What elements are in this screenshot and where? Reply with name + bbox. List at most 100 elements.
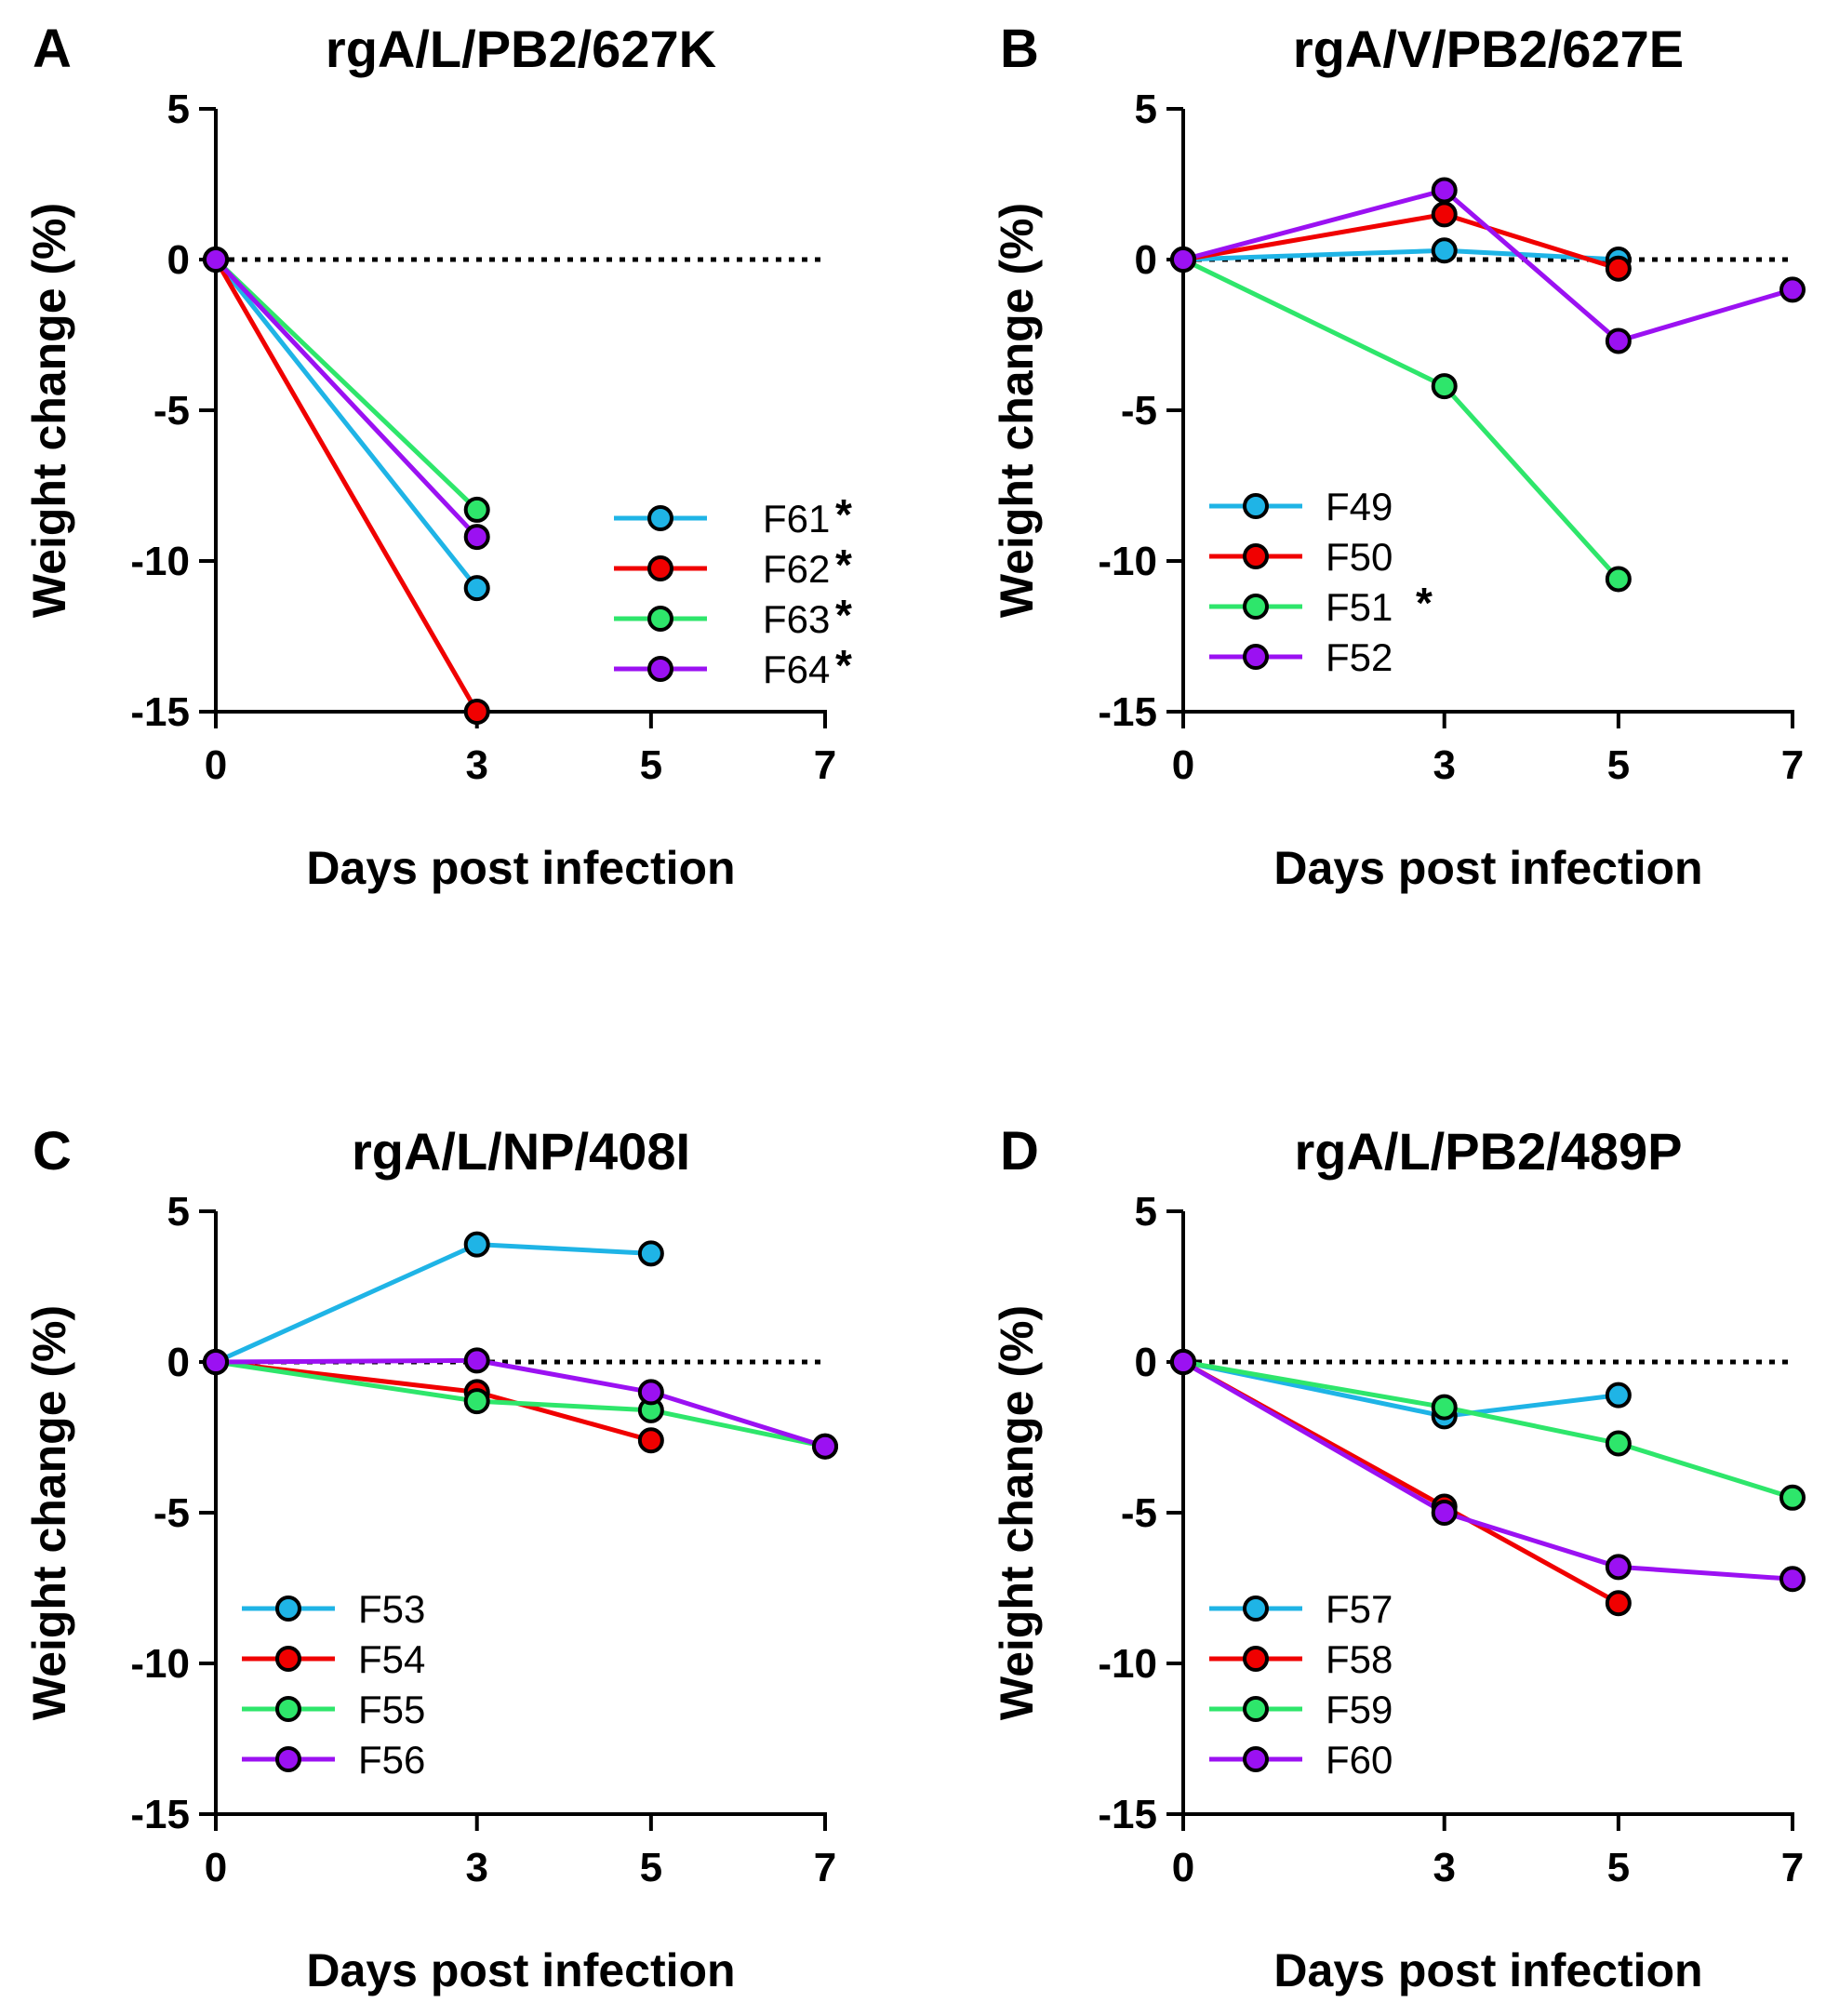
- series-line-f62: [213, 258, 479, 714]
- y-tick-label: 0: [167, 1340, 190, 1385]
- x-tick-label: 0: [1172, 742, 1194, 788]
- legend-swatch-marker: [1243, 644, 1269, 670]
- legend-swatch-marker: [1243, 594, 1269, 620]
- y-tick-label: 5: [1135, 87, 1157, 132]
- series-line-f55: [215, 1359, 826, 1449]
- data-point-f64: [463, 524, 490, 551]
- x-tick-label: 3: [465, 742, 487, 788]
- series-line-f61: [214, 258, 479, 590]
- legend-label: F52: [1326, 635, 1393, 679]
- series-line-f51: [1181, 257, 1620, 581]
- legend-swatch-marker: [1243, 1696, 1269, 1722]
- chart-title: rgA/L/NP/408I: [352, 1122, 690, 1181]
- panel-letter: A: [33, 19, 72, 79]
- y-tick-label: -10: [1098, 1641, 1157, 1687]
- x-tick-label: 7: [814, 1845, 836, 1890]
- legend-label: F61: [763, 497, 830, 541]
- data-point-f53: [637, 1240, 664, 1267]
- chart-title: rgA/V/PB2/627E: [1293, 20, 1684, 78]
- series-line-f53: [214, 1242, 651, 1365]
- legend-swatch-marker: [275, 1646, 301, 1672]
- data-point-f61: [463, 575, 490, 602]
- data-point-f52: [1605, 327, 1632, 354]
- legend-significance-star: *: [835, 641, 852, 689]
- legend-swatch-marker: [1243, 1746, 1269, 1772]
- legend: F57 F58 F59 F60: [1209, 1587, 1393, 1782]
- series-line-f59: [1182, 1359, 1793, 1501]
- legend: F53 F54 F55 F56: [242, 1587, 425, 1782]
- legend-swatch-marker: [275, 1746, 301, 1772]
- legend-label: F50: [1326, 535, 1393, 579]
- legend-swatch-marker: [1243, 1595, 1269, 1622]
- legend-label: F63: [763, 597, 830, 641]
- y-tick-label: 5: [167, 1189, 190, 1235]
- x-tick-label: 0: [205, 742, 227, 788]
- y-tick-label: 0: [167, 237, 190, 283]
- data-point-f62: [463, 699, 490, 725]
- data-point-f59: [1431, 1394, 1458, 1421]
- y-tick-label: 5: [167, 87, 190, 132]
- panel-letter: D: [1000, 1121, 1039, 1182]
- y-tick-label: -15: [130, 689, 190, 735]
- x-tick-label: 5: [640, 1845, 662, 1890]
- data-point-f60: [1170, 1349, 1196, 1375]
- chart-title: rgA/L/PB2/489P: [1294, 1122, 1682, 1181]
- y-axis-label: Weight change (%): [991, 1305, 1043, 1720]
- legend-label: F49: [1326, 485, 1393, 528]
- legend-significance-star: *: [835, 541, 852, 589]
- legend-significance-star: *: [835, 490, 852, 539]
- y-axis-label: Weight change (%): [991, 203, 1043, 618]
- legend-label: F60: [1326, 1738, 1393, 1782]
- y-tick-label: 0: [1135, 237, 1157, 283]
- legend-significance-star: *: [835, 591, 852, 639]
- legend-label: F53: [358, 1587, 425, 1631]
- x-tick-label: 0: [205, 1845, 227, 1890]
- x-tick-label: 3: [465, 1845, 487, 1890]
- data-point-f60: [1779, 1566, 1806, 1593]
- data-point-f57: [1605, 1382, 1632, 1409]
- legend-label: F59: [1326, 1688, 1393, 1731]
- data-point-f64: [203, 247, 229, 273]
- series-line-f52: [1182, 187, 1793, 343]
- y-tick-label: 0: [1135, 1340, 1157, 1385]
- data-point-f63: [463, 496, 490, 523]
- x-axis-label: Days post infection: [306, 1944, 735, 1996]
- legend: F61 *F62 *F63 *F64 *: [614, 490, 852, 691]
- y-tick-label: -10: [130, 539, 190, 584]
- legend-swatch-marker: [647, 505, 673, 531]
- x-axis-label: Days post infection: [1273, 842, 1702, 894]
- x-tick-label: 7: [1781, 1845, 1804, 1890]
- legend-label: F55: [358, 1688, 425, 1731]
- data-point-f55: [463, 1388, 490, 1415]
- x-tick-label: 3: [1433, 1845, 1455, 1890]
- x-tick-label: 7: [1781, 742, 1804, 788]
- x-tick-label: 5: [1607, 742, 1630, 788]
- series-line-f57: [1182, 1359, 1619, 1419]
- legend-label: F58: [1326, 1637, 1393, 1681]
- data-point-f58: [1605, 1590, 1632, 1617]
- data-point-f56: [637, 1379, 664, 1406]
- legend-significance-star: *: [1416, 579, 1433, 627]
- data-point-f54: [637, 1427, 664, 1454]
- series-line-f63: [214, 258, 479, 512]
- legend-swatch-marker: [275, 1595, 301, 1622]
- x-axis-label: Days post infection: [1273, 1944, 1702, 1996]
- panel-letter: B: [1000, 19, 1039, 79]
- legend: F49 F50 F51 * F52: [1209, 485, 1433, 679]
- y-tick-label: -5: [153, 1490, 190, 1536]
- chart-title: rgA/L/PB2/627K: [326, 20, 716, 78]
- legend-swatch-marker: [1243, 1646, 1269, 1672]
- data-point-f49: [1431, 237, 1458, 264]
- legend-swatch-marker: [1243, 493, 1269, 519]
- y-tick-label: -5: [1121, 1490, 1157, 1536]
- legend-label: F64: [763, 648, 830, 691]
- y-tick-label: -10: [130, 1641, 190, 1687]
- series-line-f56: [215, 1357, 826, 1449]
- x-axis-label: Days post infection: [306, 842, 735, 894]
- y-tick-label: -15: [130, 1792, 190, 1837]
- data-point-f59: [1779, 1484, 1806, 1511]
